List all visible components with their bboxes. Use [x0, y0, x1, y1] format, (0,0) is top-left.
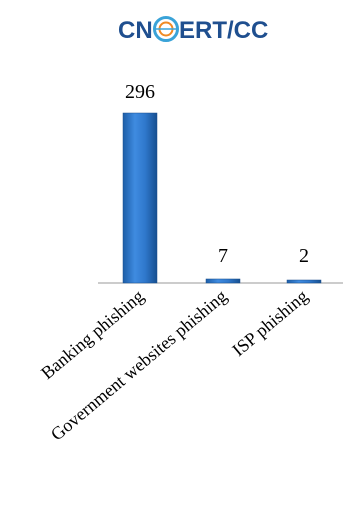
category-label-1: Government websites phishing: [47, 286, 231, 445]
data-label-1: 7: [218, 245, 228, 267]
bar-1: [205, 278, 241, 284]
cncert-logo: CN ERT/CC: [118, 16, 268, 44]
data-label-2: 2: [299, 245, 309, 267]
bar-2: [286, 279, 322, 284]
category-label-2: ISP phishing: [228, 286, 311, 360]
logo-prefix: CN: [118, 17, 153, 44]
globe-icon: [153, 16, 179, 42]
data-label-0: 296: [125, 81, 155, 103]
bar-0: [122, 112, 158, 284]
logo-suffix: ERT/CC: [179, 17, 268, 44]
